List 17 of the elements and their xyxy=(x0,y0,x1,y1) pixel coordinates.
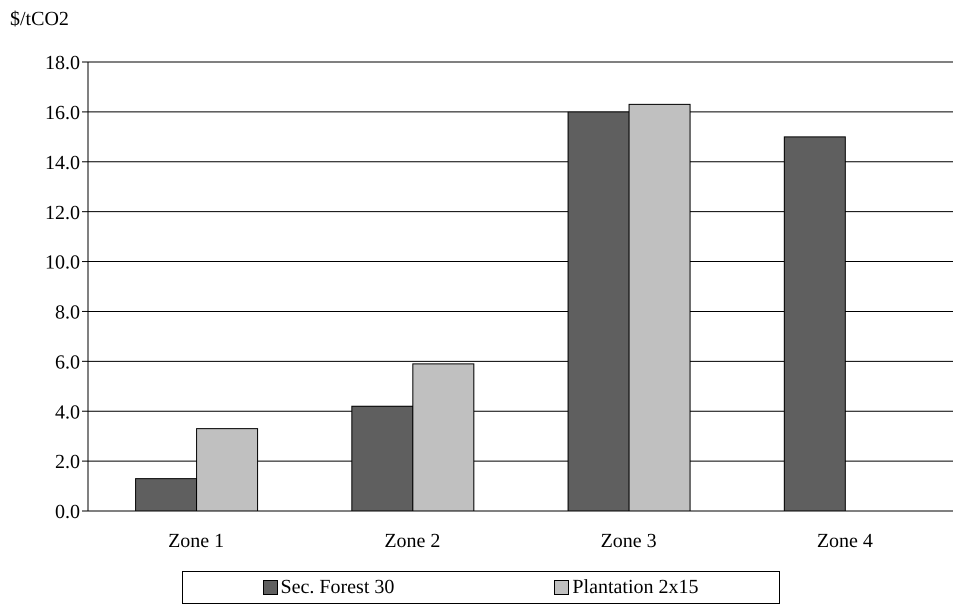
y-tick-label: 18.0 xyxy=(45,52,80,74)
y-tick-label: 10.0 xyxy=(45,252,80,274)
y-axis-title: $/tCO2 xyxy=(9,8,70,32)
legend-label: Plantation 2x15 xyxy=(571,576,698,599)
y-tick-label: 4.0 xyxy=(55,401,80,424)
y-tick-label: 12.0 xyxy=(45,202,80,224)
y-tick-label: 8.0 xyxy=(55,302,80,324)
x-tick-label: Zone 1 xyxy=(168,530,224,552)
legend-label: Sec. Forest 30 xyxy=(280,576,394,599)
y-tick-label: 6.0 xyxy=(55,351,80,374)
x-tick-label: Zone 4 xyxy=(816,530,873,552)
x-tick-label: Zone 2 xyxy=(384,530,440,552)
y-tick-label: 0.0 xyxy=(55,501,80,524)
y-tick-label: 14.0 xyxy=(45,152,80,174)
x-tick-label: Zone 3 xyxy=(600,530,657,552)
y-tick-label: 2.0 xyxy=(55,451,80,474)
y-tick-label: 16.0 xyxy=(45,102,80,124)
